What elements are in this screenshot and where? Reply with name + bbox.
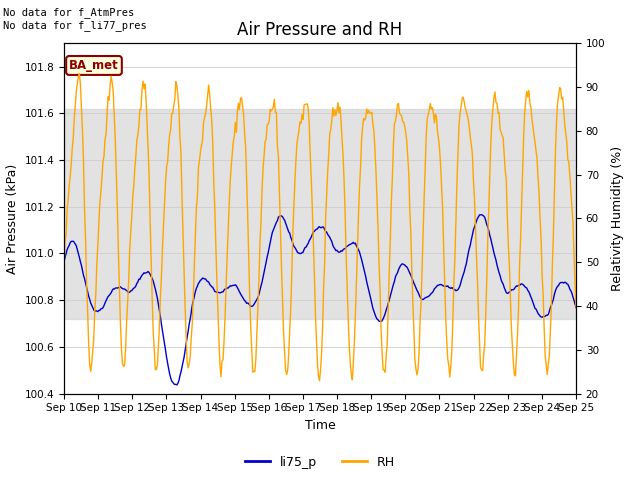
Legend: li75_p, RH: li75_p, RH: [240, 451, 400, 474]
X-axis label: Time: Time: [305, 419, 335, 432]
Title: Air Pressure and RH: Air Pressure and RH: [237, 21, 403, 39]
Text: No data for f_li77_pres: No data for f_li77_pres: [3, 20, 147, 31]
Text: BA_met: BA_met: [69, 59, 119, 72]
Text: No data for f_AtmPres: No data for f_AtmPres: [3, 7, 134, 18]
Y-axis label: Air Pressure (kPa): Air Pressure (kPa): [6, 163, 19, 274]
Y-axis label: Relativity Humidity (%): Relativity Humidity (%): [611, 146, 624, 291]
Bar: [64, 108, 576, 319]
